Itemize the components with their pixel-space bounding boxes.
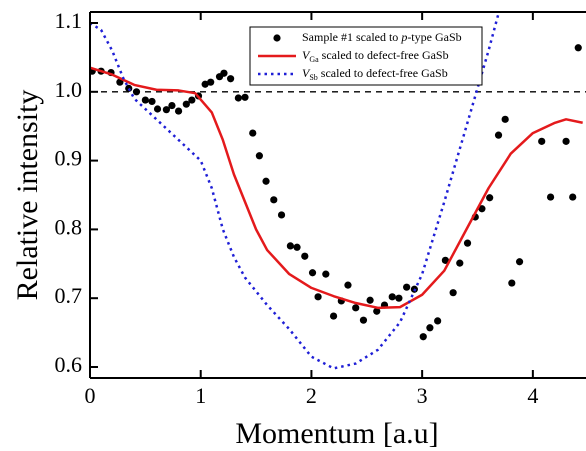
y-tick-label: 1.1	[55, 8, 83, 33]
data-point	[395, 294, 403, 302]
legend-label-part: Sample #1 scaled to	[302, 30, 401, 44]
legend-label-part: V	[302, 66, 311, 80]
legend-label-part: scaled to defect-free GaSb	[318, 66, 448, 80]
data-point	[241, 93, 249, 101]
legend-label-part: -type GaSb	[407, 30, 461, 44]
data-point	[148, 97, 156, 106]
data-point	[314, 293, 322, 301]
data-point	[308, 269, 317, 277]
y-tick-label: 0.8	[55, 214, 83, 239]
data-point	[132, 88, 141, 96]
data-point	[153, 105, 162, 113]
data-point	[174, 107, 183, 115]
x-tick-label: 3	[417, 383, 428, 408]
data-point	[322, 270, 330, 278]
data-point	[329, 312, 338, 320]
data-point	[426, 324, 434, 332]
data-point	[182, 100, 190, 108]
y-tick-label: 1.0	[55, 77, 83, 102]
data-point	[546, 193, 555, 201]
data-point	[434, 317, 442, 325]
data-point	[463, 239, 472, 247]
data-point	[249, 129, 257, 137]
axes	[89, 11, 586, 379]
series-line	[90, 12, 501, 370]
data-point	[388, 293, 396, 301]
data-point	[366, 296, 374, 304]
series-line	[90, 66, 583, 310]
data-point	[201, 80, 209, 88]
data-point	[359, 316, 368, 324]
data-point	[220, 69, 228, 77]
data-point	[270, 196, 278, 204]
data-point	[162, 106, 170, 114]
plot-area	[90, 12, 586, 370]
data-point	[508, 279, 516, 287]
data-point	[262, 177, 270, 185]
y-axis-label: Relative intensity	[11, 90, 44, 301]
data-point	[456, 259, 464, 267]
data-point	[141, 96, 149, 104]
data-point	[569, 193, 577, 201]
data-point	[227, 75, 235, 83]
x-tick-label: 0	[85, 383, 96, 408]
data-point	[478, 205, 486, 213]
data-point	[344, 281, 352, 289]
x-tick-label: 2	[306, 383, 317, 408]
legend-label: VSb scaled to defect-free GaSb	[302, 66, 448, 83]
data-point	[562, 137, 570, 145]
data-point	[188, 96, 196, 104]
y-tick-label: 0.6	[55, 352, 83, 377]
data-point	[168, 101, 176, 110]
data-point	[255, 152, 263, 160]
data-point	[293, 243, 301, 251]
data-point	[419, 333, 427, 341]
data-point	[207, 78, 215, 86]
x-tick-label: 4	[527, 383, 538, 408]
legend-label-part: V	[302, 48, 311, 62]
data-point	[501, 115, 509, 123]
x-axis-label: Momentum [a.u]	[235, 417, 438, 450]
legend-label: VGa scaled to defect-free GaSb	[302, 48, 449, 65]
legend-label-part: Ga	[309, 55, 319, 64]
data-point	[574, 44, 582, 52]
legend-label: Sample #1 scaled to p-type GaSb	[302, 30, 462, 44]
y-tick-label: 0.7	[55, 283, 83, 308]
data-point	[277, 211, 286, 219]
data-point	[449, 289, 457, 297]
data-point	[538, 137, 546, 145]
data-point	[403, 283, 411, 291]
data-point	[234, 94, 242, 102]
data-point	[373, 307, 381, 315]
legend-label-part: p	[400, 30, 407, 44]
legend-label-part: Sb	[309, 73, 317, 82]
data-point	[486, 194, 494, 202]
x-tick-label: 1	[195, 383, 206, 408]
data-point	[352, 304, 360, 312]
y-tick-label: 0.9	[55, 146, 83, 171]
data-point	[286, 242, 294, 250]
data-point	[515, 258, 524, 266]
data-point	[301, 252, 309, 260]
legend-label-part: scaled to defect-free GaSb	[319, 48, 449, 62]
data-point	[494, 131, 503, 139]
legend-marker	[273, 34, 281, 42]
data-point	[441, 256, 449, 264]
